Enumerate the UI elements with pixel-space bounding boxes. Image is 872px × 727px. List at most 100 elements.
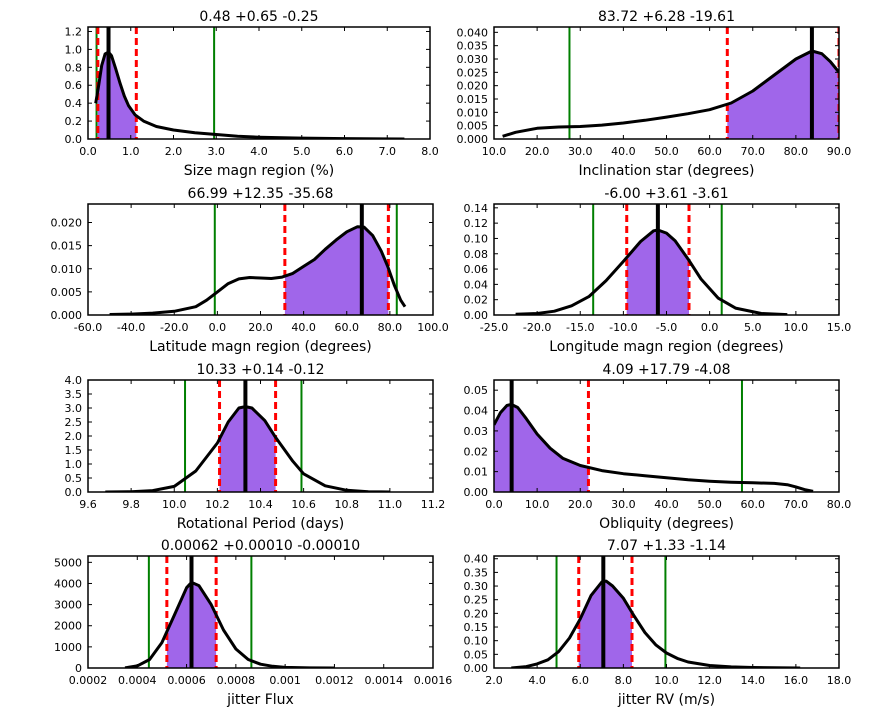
x-tick-label: 10.0 xyxy=(654,674,679,687)
y-tick-label: 1.5 xyxy=(65,444,83,457)
x-tick-label: 10.0 xyxy=(525,498,550,511)
x-tick-label: 60.0 xyxy=(741,498,766,511)
x-tick-label: 0.0002 xyxy=(69,674,108,687)
y-tick-label: 0.06 xyxy=(464,263,489,276)
plot-area xyxy=(94,27,405,139)
y-tick-label: 0.6 xyxy=(65,79,83,92)
y-tick-label: 0.015 xyxy=(51,240,83,253)
x-tick-label: 2.0 xyxy=(485,674,503,687)
y-tick-label: 0.020 xyxy=(457,80,489,93)
panel-7: 0.0002 0.0004 0.0006 0.0008 0.001 0.0012 0.001… xyxy=(54,538,452,708)
x-tick-label: 0.0008 xyxy=(217,674,256,687)
y-tick-label: 0.03 xyxy=(464,425,489,438)
x-axis-label: Rotational Period (days) xyxy=(177,516,345,532)
y-tick-label: 2.0 xyxy=(65,430,83,443)
x-tick-label: 0.0012 xyxy=(315,674,354,687)
x-tick-label: 9.8 xyxy=(122,498,140,511)
x-tick-label: 2.0 xyxy=(165,145,183,158)
x-tick-label: 8.0 xyxy=(421,145,439,158)
x-tick-label: 0.0014 xyxy=(364,674,403,687)
x-tick-label: 5.0 xyxy=(744,321,762,334)
panel-title: 10.33 +0.14 -0.12 xyxy=(196,362,324,378)
x-tick-label: 0.0004 xyxy=(118,674,157,687)
plot-frame xyxy=(87,555,434,669)
x-tick-label: 0.0 xyxy=(79,145,97,158)
x-tick-label: 15.0 xyxy=(827,321,852,334)
y-tick-label: 0.05 xyxy=(464,648,489,661)
x-tick-label: -5.0 xyxy=(656,321,677,334)
panel-5: 9.6 9.8 10.0 10.2 10.4 10.6 10.8 11.0 11.2 0.00.5… xyxy=(65,362,446,532)
x-tick-label: 40.0 xyxy=(654,498,679,511)
x-tick-label: 5.0 xyxy=(293,145,311,158)
x-tick-label: 0.0 xyxy=(701,321,719,334)
y-tick-label: 0.25 xyxy=(464,594,489,607)
y-tick-label: 0.030 xyxy=(457,53,489,66)
y-tick-label: 0.040 xyxy=(457,26,489,39)
y-tick-label: 0.30 xyxy=(464,580,489,593)
density-curve xyxy=(105,405,390,492)
panel-title: 0.48 +0.65 -0.25 xyxy=(199,9,318,25)
y-tick-label: 1.2 xyxy=(65,25,83,38)
panel-4: -25.0 -20.0 -15.0 -10.0 -5.0 0.0 5.0 10.0 15.0 0.… xyxy=(464,186,852,355)
y-tick-label: 1000 xyxy=(54,641,82,654)
x-axis-label: Inclination star (degrees) xyxy=(578,163,754,179)
x-tick-label: 4.0 xyxy=(250,145,268,158)
y-tick-label: 3000 xyxy=(54,599,82,612)
density-curve xyxy=(94,50,405,139)
x-tick-label: 16.0 xyxy=(784,674,809,687)
x-tick-label: 70.0 xyxy=(741,145,766,158)
y-tick-label: 0.000 xyxy=(51,309,83,322)
x-tick-label: 10.6 xyxy=(291,498,316,511)
x-axis-label: Longitude magn region (degrees) xyxy=(549,339,784,355)
x-axis-label: jitter Flux xyxy=(226,692,294,708)
x-tick-label: -20.0 xyxy=(160,321,188,334)
x-tick-label: 11.0 xyxy=(378,498,403,511)
y-tick-label: 0.00 xyxy=(464,662,489,675)
y-tick-label: 1.0 xyxy=(65,43,83,56)
panel-6: 0.0 10.0 20.0 30.0 40.0 50.0 60.0 70.0 80.00.000… xyxy=(464,362,852,532)
plot-area xyxy=(502,27,839,139)
x-tick-label: 10.0 xyxy=(482,145,507,158)
x-tick-label: 40.0 xyxy=(291,321,316,334)
x-tick-label: 8.0 xyxy=(615,674,633,687)
x-axis-label: jitter RV (m/s) xyxy=(617,692,715,708)
x-tick-label: 0.001 xyxy=(269,674,301,687)
x-tick-label: -10.0 xyxy=(609,321,637,334)
x-tick-label: 3.0 xyxy=(208,145,226,158)
x-tick-label: 80.0 xyxy=(827,498,852,511)
y-tick-label: 0.14 xyxy=(464,202,489,215)
y-tick-label: 0.010 xyxy=(51,263,83,276)
y-tick-label: 0.015 xyxy=(457,93,489,106)
x-tick-label: 80.0 xyxy=(784,145,809,158)
y-tick-label: 0.005 xyxy=(51,286,83,299)
y-tick-label: 0.02 xyxy=(464,445,489,458)
x-tick-label: 11.2 xyxy=(421,498,446,511)
x-tick-label: 6.0 xyxy=(336,145,354,158)
x-tick-label: -20.0 xyxy=(523,321,551,334)
y-tick-label: 4.0 xyxy=(65,374,83,387)
plot-area xyxy=(109,204,407,315)
plot-area xyxy=(124,556,335,668)
x-tick-label: 10.2 xyxy=(205,498,230,511)
y-tick-label: 3.5 xyxy=(65,388,83,401)
x-tick-label: -40.0 xyxy=(117,321,145,334)
x-tick-label: 0.0016 xyxy=(414,674,453,687)
x-tick-label: 90.0 xyxy=(827,145,852,158)
x-tick-label: 30.0 xyxy=(611,498,636,511)
x-tick-label: 4.0 xyxy=(528,674,546,687)
x-tick-label: 40.0 xyxy=(611,145,636,158)
x-tick-label: 20.0 xyxy=(248,321,273,334)
x-tick-label: 10.8 xyxy=(335,498,360,511)
plot-area xyxy=(511,556,801,668)
y-tick-label: 0.035 xyxy=(457,40,489,53)
x-tick-label: -25.0 xyxy=(480,321,508,334)
y-tick-label: 0.000 xyxy=(457,133,489,146)
credible-region-fill xyxy=(494,404,589,492)
x-tick-label: 50.0 xyxy=(697,498,722,511)
y-tick-label: 1.0 xyxy=(65,458,83,471)
y-tick-label: 0.025 xyxy=(457,66,489,79)
x-tick-label: 10.0 xyxy=(162,498,187,511)
y-tick-label: 2.5 xyxy=(65,416,83,429)
x-tick-label: 18.0 xyxy=(827,674,852,687)
